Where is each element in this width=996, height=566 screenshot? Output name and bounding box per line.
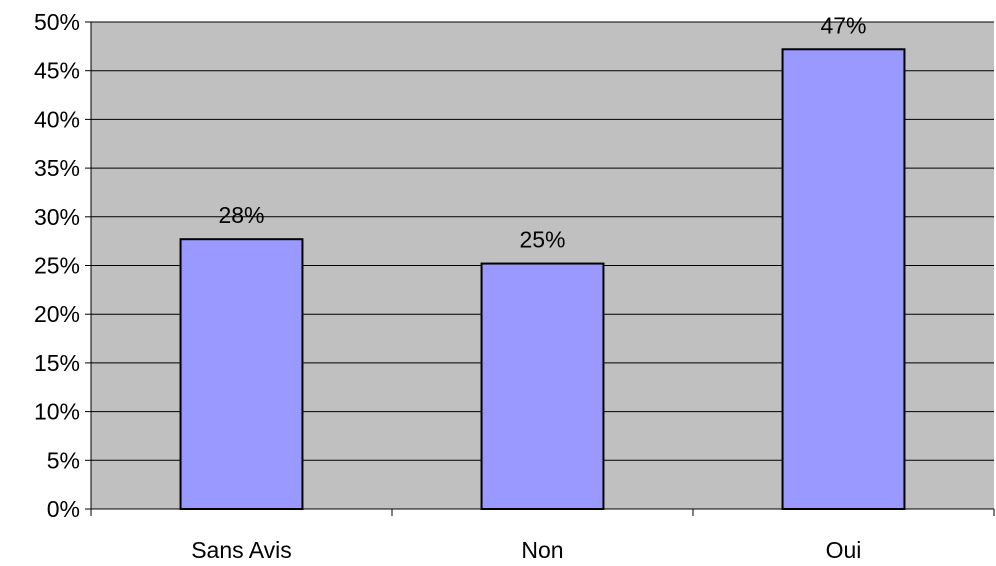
y-tick-label: 0% [47, 496, 80, 522]
y-tick-label: 50% [34, 9, 80, 35]
axes [85, 21, 995, 516]
y-tick-label: 5% [47, 447, 80, 473]
x-axis-tick-labels: Sans Avis Non Oui [191, 537, 861, 563]
x-tick-label: Sans Avis [191, 537, 292, 563]
bars [179, 48, 906, 510]
y-tick-label: 25% [34, 253, 80, 279]
y-tick-label: 10% [34, 399, 80, 425]
data-labels: 28% 25% 47% [218, 12, 866, 252]
y-tick-label: 35% [34, 155, 80, 181]
data-label: 47% [820, 12, 866, 38]
bar [480, 262, 605, 510]
y-axis-tick-labels: 0% 5% 10% 15% 20% 25% 30% 35% 40% 45% 50% [34, 9, 80, 522]
bar [781, 48, 906, 510]
data-label: 28% [218, 202, 264, 228]
bar [179, 238, 304, 510]
y-tick-label: 40% [34, 106, 80, 132]
data-label: 25% [519, 227, 565, 253]
y-tick-label: 45% [34, 58, 80, 84]
y-tick-label: 15% [34, 350, 80, 376]
y-tick-label: 20% [34, 301, 80, 327]
y-tick-label: 30% [34, 204, 80, 230]
x-tick-label: Oui [826, 537, 862, 563]
x-tick-label: Non [521, 537, 563, 563]
